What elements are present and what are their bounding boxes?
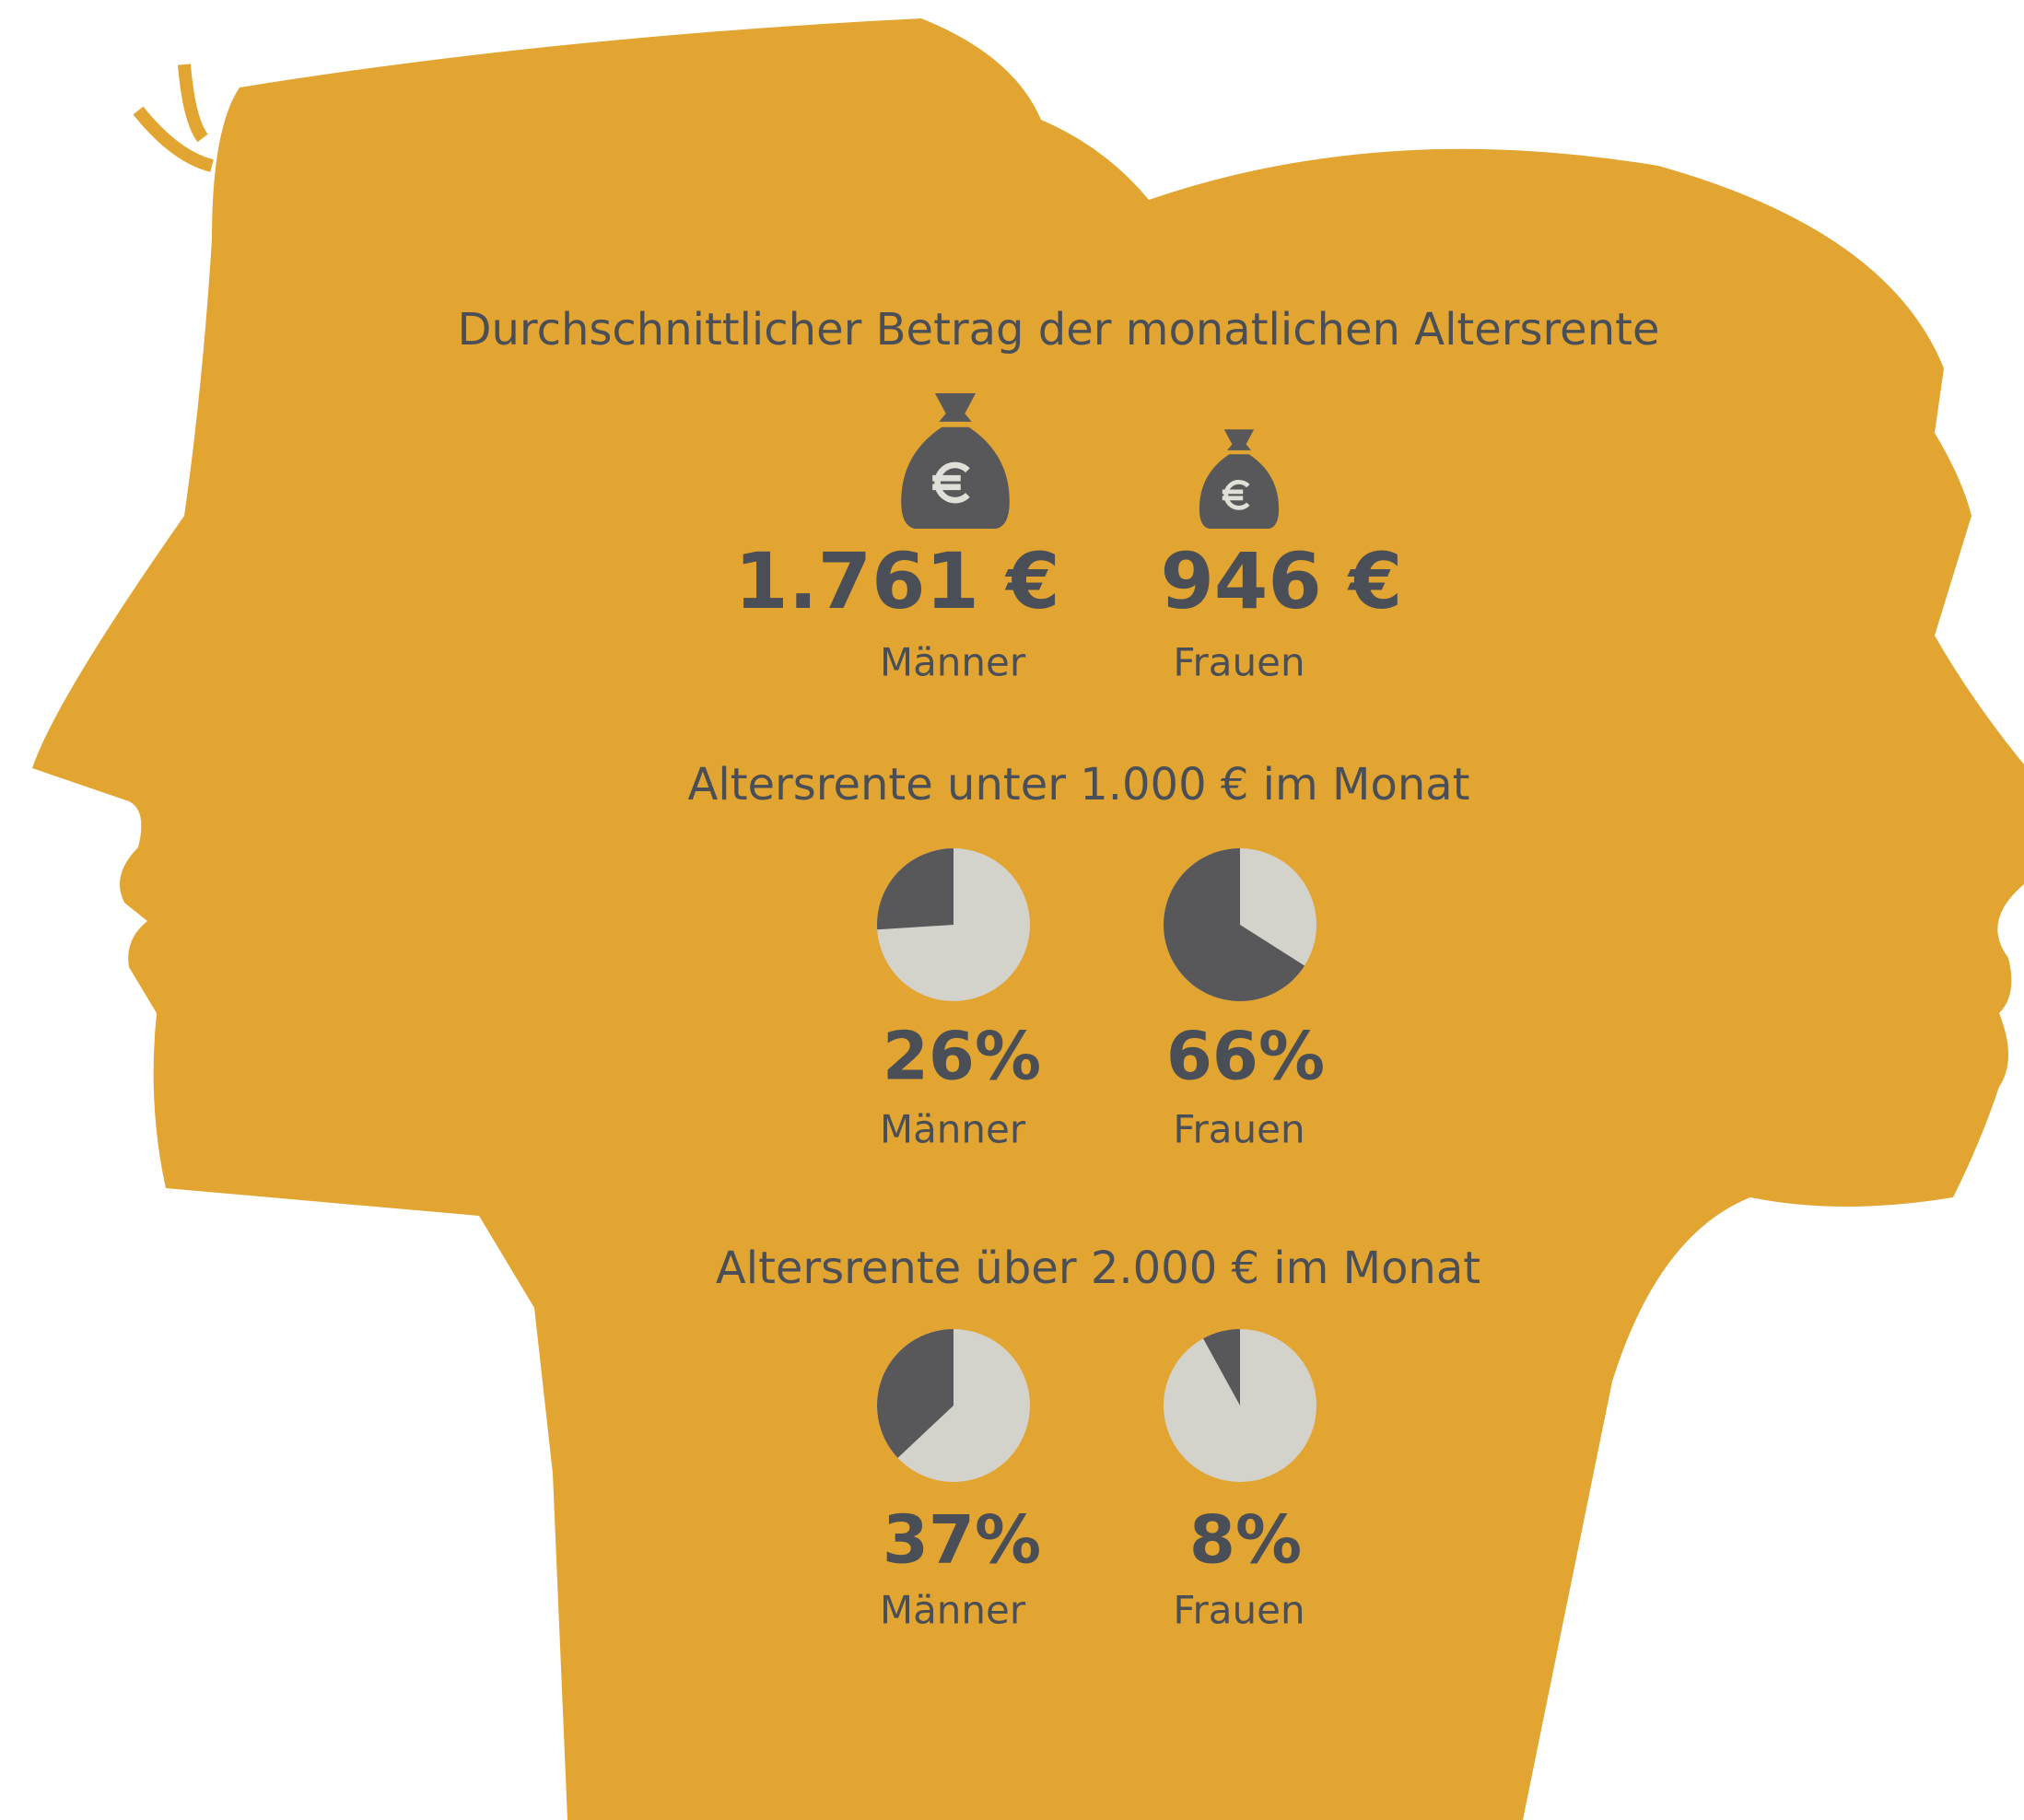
value-label: 8%	[1189, 1501, 1302, 1579]
value-label: 66%	[1166, 1018, 1325, 1095]
pie-slice	[877, 1329, 954, 1458]
value-label: 26%	[883, 1018, 1041, 1095]
group-label: Frauen	[1173, 640, 1304, 685]
section-title: Altersrente unter 1.000 € im Monat	[688, 759, 1470, 811]
pie-slice	[1203, 1328, 1240, 1406]
group-label: Frauen	[1173, 1588, 1304, 1633]
money-bag	[901, 393, 1010, 529]
value-label: 37%	[883, 1501, 1041, 1579]
euro-icon	[1222, 479, 1250, 510]
group-label: Männer	[880, 1588, 1026, 1633]
money-bag	[1199, 429, 1280, 529]
group-label: Männer	[880, 640, 1026, 685]
pie-slice	[877, 847, 954, 930]
value-label: 1.761 €	[734, 536, 1059, 626]
section-title: Durchschnittlicher Betrag der monatliche…	[458, 304, 1660, 356]
pie-slice	[1164, 848, 1305, 1001]
value-label: 946 €	[1160, 536, 1402, 626]
section-title: Altersrente über 2.000 € im Monat	[716, 1242, 1480, 1294]
euro-icon	[932, 461, 970, 504]
hair-strand	[133, 26, 1011, 172]
group-label: Männer	[880, 1107, 1026, 1152]
group-label: Frauen	[1173, 1107, 1304, 1152]
